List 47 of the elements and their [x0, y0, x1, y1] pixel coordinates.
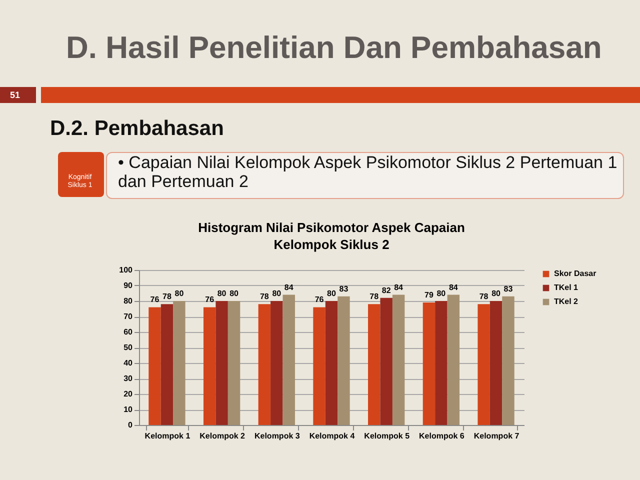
data-label: 80: [174, 289, 184, 298]
y-tick-label: 30: [124, 374, 134, 383]
y-tick-label: 80: [124, 296, 134, 306]
legend-label: Skor Dasar: [554, 269, 596, 278]
text: 51: [10, 90, 20, 100]
data-label: 79: [424, 290, 434, 300]
x-tick-label: Kelompok 6: [419, 432, 465, 440]
data-label: 82: [382, 286, 392, 295]
data-label: 80: [492, 289, 502, 298]
text: D. Hasil Penelitian Dan Pembahasan: [66, 30, 602, 66]
data-label: 76: [314, 295, 324, 304]
y-tick-label: 90: [124, 281, 134, 290]
y-tick-label: 0: [128, 420, 134, 430]
x-tick-label: Kelompok 7: [474, 432, 520, 440]
y-tick-label: 10: [124, 405, 134, 414]
data-label: 78: [260, 292, 270, 302]
y-tick-label: 100: [119, 266, 134, 274]
x-tick-label: Kelompok 1: [144, 432, 191, 440]
data-label: 76: [205, 295, 215, 304]
legend-label: TKel 1: [554, 283, 579, 292]
x-tick-label: Kelompok 2: [200, 432, 246, 440]
data-label: 83: [339, 284, 349, 294]
data-label: 78: [162, 292, 172, 302]
y-tick-label: 40: [124, 358, 134, 368]
text: • Capaian Nilai Kelompok Aspek Psikomotor Siklus 2 Pertemuan 1 dan Pertemuan 2: [118, 153, 618, 191]
data-label: 78: [370, 292, 380, 302]
data-label: 80: [327, 289, 336, 298]
data-label: 84: [394, 282, 404, 292]
x-tick-label: Kelompok 4: [309, 432, 356, 440]
text: D.2. Pembahasan: [50, 117, 224, 141]
y-tick-label: 60: [124, 328, 134, 336]
data-label: 84: [448, 282, 458, 292]
data-label: 80: [217, 289, 227, 298]
data-label: 83: [504, 284, 514, 294]
data-label: 84: [284, 282, 294, 292]
y-tick-label: 50: [124, 343, 134, 352]
x-tick-label: Kelompok 3: [254, 432, 300, 440]
x-tick-label: Kelompok 5: [364, 432, 410, 440]
legend-label: TKel 2: [554, 297, 579, 306]
data-label: 80: [230, 289, 240, 298]
chart-title: Histogram Nilai Psikomotor Aspek Capaian Kelompok Siklus 2: [198, 220, 465, 252]
data-label: 80: [272, 289, 282, 298]
data-label: 78: [479, 292, 489, 302]
y-tick-label: 70: [124, 312, 134, 321]
y-tick-label: 20: [124, 390, 134, 398]
data-label: 76: [150, 295, 160, 304]
data-label: 80: [436, 289, 446, 298]
